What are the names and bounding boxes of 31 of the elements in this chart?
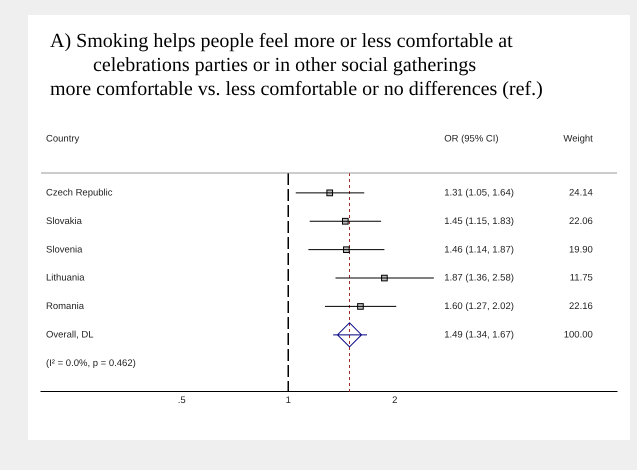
annotation: 11.75 (570, 272, 593, 284)
y-tick-label: Romania (46, 301, 85, 312)
x-tick-label: .5 (178, 394, 186, 406)
annotation: 1.87 (1.36, 2.58) (444, 272, 514, 284)
point (357, 303, 364, 310)
point (381, 274, 388, 282)
annotation: 22.06 (569, 216, 593, 227)
y-tick-label: Slovakia (46, 216, 83, 227)
point (337, 322, 362, 348)
text: OR (95% CI) (444, 134, 499, 145)
annotation: 1.31 (1.05, 1.64) (444, 188, 514, 198)
annotation: 100.00 (564, 329, 593, 340)
y-tick-label: Lithuania (46, 272, 86, 284)
x-tick-label: 2 (392, 394, 398, 406)
y-tick-label: Overall, DL (46, 329, 94, 340)
text: Weight (563, 134, 594, 145)
annotation: (I² = 0.0%, p = 0.462) (46, 358, 136, 369)
annotation: 19.90 (569, 244, 593, 256)
chart-subtitle: more comfortable vs. less comfortable or no differences (ref.) (50, 77, 543, 101)
point (343, 246, 350, 253)
point (342, 218, 349, 225)
y-tick-label: Czech Republic (46, 188, 113, 198)
annotation: 22.16 (569, 301, 593, 312)
annotation: 1.45 (1.15, 1.83) (444, 216, 514, 227)
x-tick-label: 1 (286, 394, 291, 406)
y-tick-label: Slovenia (46, 244, 84, 256)
annotation: 1.60 (1.27, 2.02) (444, 301, 514, 312)
annotation: 1.49 (1.34, 1.67) (444, 329, 514, 340)
annotation: 1.46 (1.14, 1.87) (444, 244, 514, 256)
annotation: 24.14 (569, 188, 593, 198)
y-axis-title: Country (46, 134, 80, 145)
